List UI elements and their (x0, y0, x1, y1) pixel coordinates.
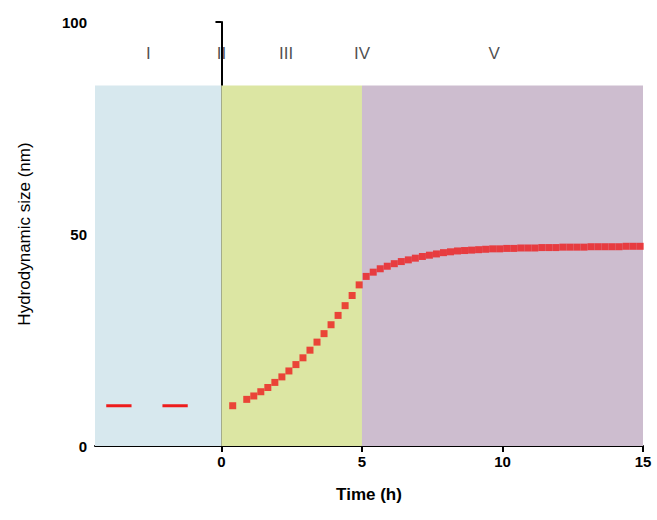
svg-text:15: 15 (635, 453, 652, 470)
svg-text:50: 50 (70, 226, 87, 243)
svg-text:IV: IV (354, 44, 371, 63)
svg-text:Hydrodynamic size (nm): Hydrodynamic size (nm) (15, 142, 34, 325)
svg-text:I: I (146, 44, 151, 63)
svg-text:Time (h): Time (h) (336, 485, 402, 504)
svg-text:10: 10 (494, 453, 511, 470)
svg-text:5: 5 (358, 453, 366, 470)
svg-text:V: V (488, 44, 500, 63)
svg-text:0: 0 (217, 453, 225, 470)
svg-text:100: 100 (62, 14, 87, 31)
svg-text:0: 0 (79, 438, 87, 455)
svg-text:II: II (217, 44, 226, 63)
svg-text:III: III (279, 44, 293, 63)
